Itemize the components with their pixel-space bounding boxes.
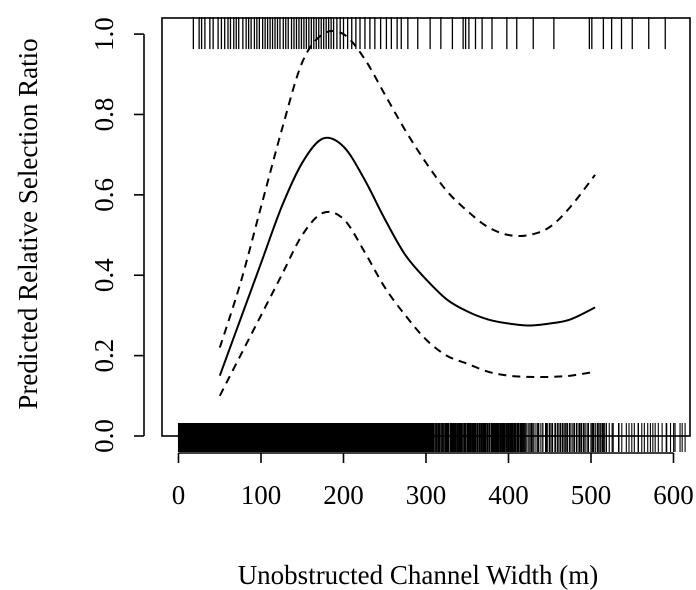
x-axis: 0 100 200 300 400 500 600	[172, 452, 694, 510]
series-layer	[218, 29, 596, 397]
y-tick-label: 1.0	[89, 17, 119, 51]
x-tick-label: 200	[323, 480, 364, 510]
top-rug	[192, 17, 666, 50]
y-tick-label: 0.6	[89, 178, 119, 212]
x-tick-label: 500	[571, 480, 612, 510]
fitted-line	[218, 136, 596, 377]
plot-frame	[161, 17, 691, 437]
y-axis-label: Predicted Relative Selection Ratio	[13, 38, 43, 409]
y-tick-label: 0.0	[89, 419, 119, 453]
bottom-rug	[177, 423, 686, 452]
x-tick-label: 400	[488, 480, 529, 510]
x-axis-label: Unobstructed Channel Width (m)	[238, 560, 599, 590]
y-axis: 0.0 0.2 0.4 0.6 0.8 1.0	[89, 17, 145, 453]
confidence-band-line	[218, 29, 596, 348]
confidence-band-line	[218, 210, 596, 397]
y-tick-label: 0.8	[89, 98, 119, 132]
y-tick-label: 0.4	[89, 258, 119, 292]
y-tick-label: 0.2	[89, 339, 119, 373]
x-tick-label: 100	[241, 480, 282, 510]
x-tick-label: 0	[172, 480, 186, 510]
x-tick-label: 300	[406, 480, 447, 510]
x-tick-label: 600	[653, 480, 694, 510]
